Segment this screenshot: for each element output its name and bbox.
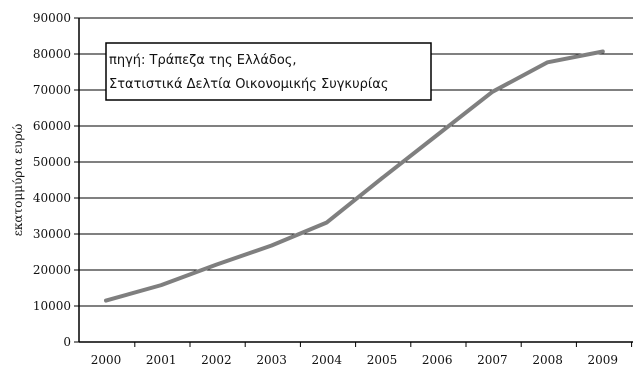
series-line: [104, 49, 605, 303]
x-tick-label: 2001: [146, 353, 177, 367]
data-point: [104, 299, 108, 303]
y-tick-label: 80000: [33, 47, 71, 61]
x-tick-label: 2002: [201, 353, 232, 367]
axes: [78, 18, 633, 347]
data-point: [546, 60, 550, 64]
annotation-line-2: Στατιστικά Δελτία Οικονομικής Συγκυρίας: [109, 77, 388, 92]
y-tick-labels: 0 10000 20000 30000 40000 50000 60000 70000 8000…: [33, 11, 71, 349]
x-tick-label: 2007: [477, 353, 508, 367]
data-point: [325, 220, 329, 224]
data-point: [435, 133, 439, 137]
data-point: [159, 283, 163, 287]
y-tick-label: 0: [63, 335, 71, 349]
x-tick-label: 2008: [532, 353, 563, 367]
x-tick-label: 2004: [312, 353, 343, 367]
x-tick-label: 2003: [256, 353, 287, 367]
x-tick-label: 2006: [422, 353, 453, 367]
annotation-box: [105, 42, 432, 101]
y-tick-label: 10000: [33, 299, 71, 313]
x-tick-labels: 2000 2001 2002 2003 2004 2005 2006 2007 2008 2009: [91, 353, 618, 367]
x-tick-label: 2005: [367, 353, 398, 367]
annotation-line-1: πηγή: Τράπεζα της Ελλάδος,: [109, 53, 297, 68]
y-tick-label: 60000: [33, 119, 71, 133]
source-annotation: πηγή: Τράπεζα της Ελλάδος, Στατιστικά Δε…: [105, 42, 432, 101]
y-tick-label: 50000: [33, 155, 71, 169]
data-point: [214, 263, 218, 267]
data-point: [270, 244, 274, 248]
y-tick-label: 70000: [33, 83, 71, 97]
y-axis-title: εκατομμύρια ευρώ: [11, 123, 25, 236]
x-tick-label: 2009: [588, 353, 619, 367]
y-tick-label: 20000: [33, 263, 71, 277]
data-point: [601, 49, 605, 53]
data-point: [490, 90, 494, 94]
x-tick-label: 2000: [91, 353, 122, 367]
y-tick-label: 40000: [33, 191, 71, 205]
series: [104, 49, 605, 303]
y-tick-label: 30000: [33, 227, 71, 241]
data-point: [380, 176, 384, 180]
y-tick-label: 90000: [33, 11, 71, 25]
